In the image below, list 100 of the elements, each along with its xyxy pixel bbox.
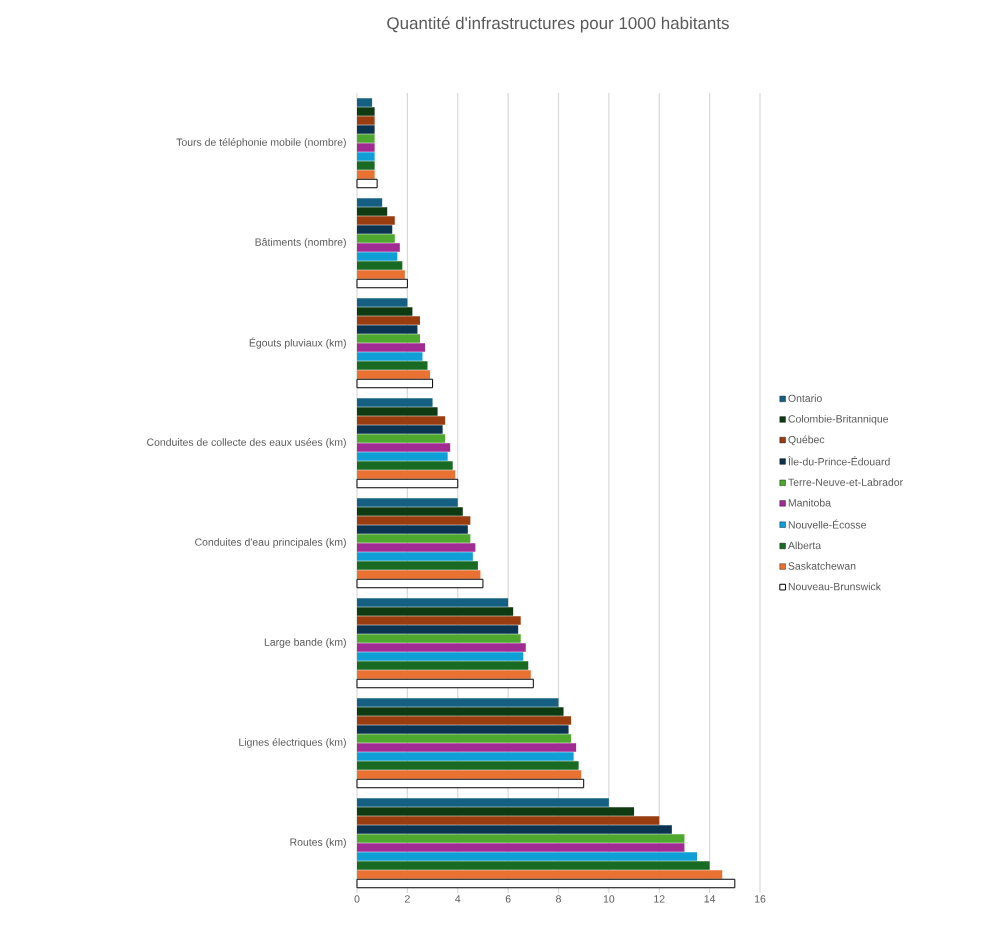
chart-title: Quantité d'infrastructures pour 1000 habitants bbox=[387, 16, 729, 33]
x-tick-label: 10 bbox=[603, 895, 615, 903]
bar bbox=[357, 625, 519, 634]
bar bbox=[357, 416, 446, 425]
bar bbox=[357, 207, 388, 216]
bar bbox=[356, 578, 484, 589]
bar bbox=[357, 234, 395, 243]
legend-label: Nouvelle-Écosse bbox=[788, 519, 866, 529]
y-tick-label: Routes (km) bbox=[290, 838, 346, 848]
bar bbox=[357, 843, 685, 852]
bar bbox=[357, 216, 395, 225]
bar bbox=[357, 870, 723, 879]
legend-label: Colombie-Britannique bbox=[788, 414, 889, 425]
y-tick-label: Large bande (km) bbox=[264, 638, 346, 648]
bar bbox=[357, 698, 559, 707]
bar bbox=[357, 261, 403, 270]
bar bbox=[357, 743, 577, 752]
bar bbox=[357, 107, 375, 116]
x-tick-label: 4 bbox=[455, 895, 461, 903]
bar bbox=[357, 552, 473, 561]
legend-label: Québec bbox=[788, 435, 825, 446]
bar bbox=[356, 878, 736, 889]
bar bbox=[357, 661, 529, 670]
legend-label: Manitoba bbox=[788, 498, 831, 507]
bar bbox=[357, 798, 609, 807]
y-tick-label: Égouts pluviaux (km) bbox=[249, 337, 346, 349]
bar bbox=[357, 570, 481, 579]
bar bbox=[357, 270, 405, 279]
y-tick-label: Conduites de collecte des eaux usées (km) bbox=[147, 438, 346, 448]
bar bbox=[357, 670, 531, 679]
bar bbox=[357, 425, 443, 434]
bar bbox=[357, 516, 471, 525]
bar bbox=[356, 778, 585, 789]
x-tick-label: 0 bbox=[354, 895, 360, 903]
bar bbox=[357, 198, 383, 207]
bar bbox=[357, 398, 433, 407]
bar bbox=[357, 443, 451, 452]
y-tick-label: Bâtiments (nombre) bbox=[255, 238, 346, 248]
bar bbox=[357, 252, 398, 261]
bar bbox=[357, 525, 468, 534]
bar bbox=[357, 561, 478, 570]
bar bbox=[357, 761, 579, 770]
bar bbox=[356, 678, 534, 689]
bar bbox=[356, 278, 408, 289]
bar bbox=[357, 352, 423, 361]
bar bbox=[356, 378, 434, 389]
bar bbox=[357, 534, 471, 543]
bar bbox=[357, 598, 509, 607]
x-tick-label: 12 bbox=[654, 895, 665, 903]
bar bbox=[357, 498, 458, 507]
bar bbox=[357, 507, 463, 516]
bar bbox=[357, 543, 476, 552]
bar bbox=[357, 152, 375, 161]
bar bbox=[357, 307, 413, 316]
x-tick-label: 16 bbox=[754, 895, 766, 903]
x-tick-label: 8 bbox=[556, 895, 561, 903]
bar bbox=[357, 325, 418, 334]
bar bbox=[357, 407, 438, 416]
legend-label: Terre-Neuve-et-Labrador bbox=[788, 478, 903, 486]
bar bbox=[357, 770, 582, 779]
bar bbox=[357, 316, 420, 325]
bar bbox=[357, 825, 672, 834]
bar bbox=[357, 98, 373, 107]
bar bbox=[357, 634, 521, 643]
x-tick-label: 2 bbox=[405, 895, 410, 903]
bar bbox=[357, 707, 564, 716]
bar bbox=[357, 361, 428, 370]
bar bbox=[357, 607, 514, 616]
bar bbox=[357, 243, 400, 252]
bar bbox=[357, 298, 408, 307]
bar bbox=[357, 143, 375, 152]
bar bbox=[356, 178, 378, 189]
bar bbox=[357, 134, 375, 143]
bar bbox=[357, 734, 572, 743]
bar bbox=[357, 452, 448, 461]
bar bbox=[357, 116, 375, 125]
bar bbox=[357, 716, 572, 725]
bar bbox=[357, 616, 521, 625]
bar bbox=[357, 852, 698, 861]
bar bbox=[357, 370, 431, 379]
bar bbox=[357, 807, 635, 816]
bar bbox=[357, 343, 426, 352]
bar bbox=[357, 643, 526, 652]
bar bbox=[357, 225, 393, 234]
bar bbox=[357, 161, 375, 170]
x-tick-label: 14 bbox=[704, 895, 716, 903]
bar bbox=[357, 170, 375, 179]
legend-label: Saskatchewan bbox=[788, 562, 856, 570]
legend-label: Île-du-Prince-Édouard bbox=[787, 456, 890, 466]
y-tick-label: Lignes électriques (km) bbox=[239, 738, 346, 748]
bar bbox=[357, 125, 375, 134]
y-tick-label: Conduites d'eau principales (km) bbox=[195, 538, 346, 548]
x-tick-label: 6 bbox=[505, 895, 511, 903]
bar bbox=[357, 861, 710, 870]
bar bbox=[357, 816, 660, 825]
legend-label: Alberta bbox=[787, 541, 822, 550]
y-tick-label: Tours de téléphonie mobile (nombre) bbox=[176, 138, 346, 148]
bar bbox=[357, 834, 685, 843]
bar bbox=[357, 461, 453, 470]
bar bbox=[357, 470, 456, 479]
